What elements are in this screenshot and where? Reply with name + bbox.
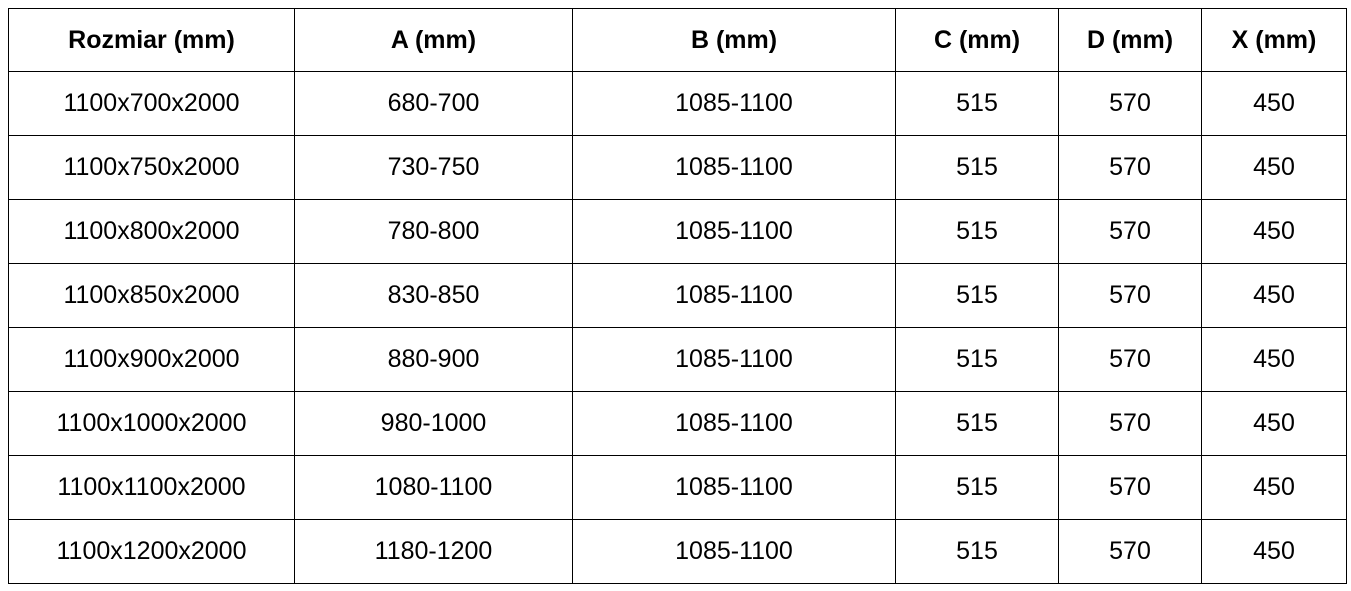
table-cell: 570 [1058, 455, 1202, 520]
table-cell: 1085-1100 [572, 263, 896, 328]
table-cell: 450 [1201, 71, 1347, 136]
table-row: 1100x850x2000 830-850 1085-1100 515 570 450 [8, 263, 1347, 328]
table-cell: 450 [1201, 519, 1347, 584]
table-cell: 570 [1058, 263, 1202, 328]
table-cell: 1100x700x2000 [8, 71, 295, 136]
table-row: 1100x800x2000 780-800 1085-1100 515 570 450 [8, 199, 1347, 264]
table-cell: 570 [1058, 327, 1202, 392]
table-cell: 1180-1200 [294, 519, 573, 584]
table-cell: 1085-1100 [572, 71, 896, 136]
table-cell: 570 [1058, 519, 1202, 584]
column-header: C (mm) [895, 8, 1059, 72]
table-cell: 450 [1201, 135, 1347, 200]
table-cell: 1085-1100 [572, 327, 896, 392]
table-row: 1100x900x2000 880-900 1085-1100 515 570 450 [8, 327, 1347, 392]
dimensions-table: Rozmiar (mm) A (mm) B (mm) C (mm) D (mm) X (m… [8, 8, 1347, 584]
table-cell: 450 [1201, 199, 1347, 264]
table-cell: 1100x750x2000 [8, 135, 295, 200]
column-header: D (mm) [1058, 8, 1202, 72]
table-cell: 515 [895, 199, 1059, 264]
column-header: X (mm) [1201, 8, 1347, 72]
table-cell: 980-1000 [294, 391, 573, 456]
table-cell: 570 [1058, 391, 1202, 456]
table-cell: 1085-1100 [572, 455, 896, 520]
table-cell: 1085-1100 [572, 199, 896, 264]
column-header: A (mm) [294, 8, 573, 72]
table-cell: 515 [895, 263, 1059, 328]
table-cell: 450 [1201, 263, 1347, 328]
table-cell: 880-900 [294, 327, 573, 392]
table-cell: 570 [1058, 71, 1202, 136]
table-cell: 780-800 [294, 199, 573, 264]
column-header: Rozmiar (mm) [8, 8, 295, 72]
table-cell: 1085-1100 [572, 391, 896, 456]
table-cell: 1100x1100x2000 [8, 455, 295, 520]
table-cell: 450 [1201, 455, 1347, 520]
table-row: 1100x1100x2000 1080-1100 1085-1100 515 570 45… [8, 455, 1347, 520]
table-cell: 515 [895, 327, 1059, 392]
table-cell: 570 [1058, 199, 1202, 264]
table-cell: 515 [895, 519, 1059, 584]
table-cell: 830-850 [294, 263, 573, 328]
table-cell: 515 [895, 391, 1059, 456]
table-row: 1100x1000x2000 980-1000 1085-1100 515 570 450 [8, 391, 1347, 456]
table-cell: 570 [1058, 135, 1202, 200]
header-row: Rozmiar (mm) A (mm) B (mm) C (mm) D (mm) X (m… [8, 8, 1347, 72]
column-header: B (mm) [572, 8, 896, 72]
table-cell: 1100x1000x2000 [8, 391, 295, 456]
table-cell: 515 [895, 455, 1059, 520]
table-row: 1100x750x2000 730-750 1085-1100 515 570 450 [8, 135, 1347, 200]
table-row: 1100x1200x2000 1180-1200 1085-1100 515 570 45… [8, 519, 1347, 584]
table-cell: 515 [895, 135, 1059, 200]
table-row: 1100x700x2000 680-700 1085-1100 515 570 450 [8, 71, 1347, 136]
table-cell: 450 [1201, 327, 1347, 392]
table-cell: 1100x800x2000 [8, 199, 295, 264]
table-cell: 1100x850x2000 [8, 263, 295, 328]
table-cell: 515 [895, 71, 1059, 136]
table-cell: 1085-1100 [572, 135, 896, 200]
table-cell: 1085-1100 [572, 519, 896, 584]
table-cell: 1100x1200x2000 [8, 519, 295, 584]
table-cell: 730-750 [294, 135, 573, 200]
table-cell: 450 [1201, 391, 1347, 456]
table-cell: 680-700 [294, 71, 573, 136]
table-cell: 1100x900x2000 [8, 327, 295, 392]
table-cell: 1080-1100 [294, 455, 573, 520]
